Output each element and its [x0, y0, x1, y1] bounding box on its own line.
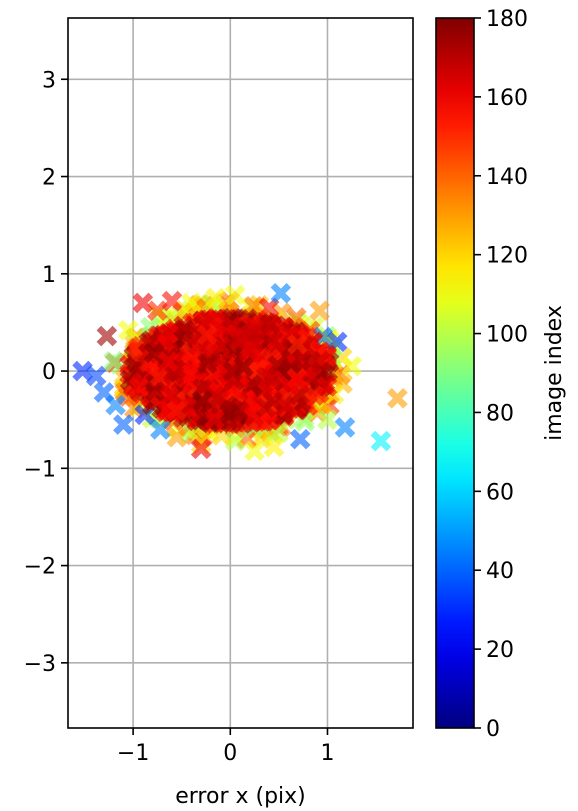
data-point [205, 287, 227, 309]
x-tick-label: 1 [320, 741, 334, 766]
y-tick-label: −2 [24, 555, 56, 580]
data-point [260, 314, 281, 335]
data-point [218, 403, 240, 425]
colorbar-tick-label: 100 [486, 323, 528, 348]
colorbar-tick-label: 40 [486, 559, 514, 584]
x-tick-label: −1 [117, 741, 149, 766]
data-point [255, 397, 277, 418]
data-points [72, 282, 408, 462]
data-point [143, 342, 165, 364]
colorbar-tick-label: 60 [486, 480, 514, 505]
data-point [128, 377, 150, 398]
data-point [309, 300, 331, 322]
data-point [72, 360, 93, 382]
data-point [181, 292, 202, 314]
colorbar-tick-label: 120 [486, 244, 528, 269]
data-point [105, 394, 126, 416]
data-point [317, 409, 338, 430]
y-tick-label: −3 [24, 652, 56, 677]
data-point [309, 350, 331, 372]
data-point [222, 361, 244, 382]
data-point [144, 381, 166, 403]
colorbar-tick-label: 20 [486, 638, 514, 663]
data-point [255, 366, 277, 388]
y-tick-label: −1 [24, 457, 56, 482]
data-point [180, 351, 202, 373]
data-point [243, 295, 265, 317]
data-point [161, 290, 183, 312]
data-point [224, 284, 246, 306]
colorbar-tick-label: 80 [486, 401, 514, 426]
data-point [287, 333, 308, 355]
data-point [113, 414, 134, 435]
data-point [132, 292, 154, 314]
data-point [341, 355, 363, 377]
data-point [147, 300, 168, 322]
data-point [289, 428, 311, 450]
colorbar [435, 17, 475, 729]
data-point [316, 376, 338, 397]
data-point [334, 417, 356, 438]
colorbar-ticks: 0 20 40 60 80 100 120 140 160 180 [474, 7, 528, 742]
data-point [204, 385, 226, 406]
data-point [166, 400, 187, 421]
data-point [85, 365, 107, 387]
colorbar-tick-label: 0 [486, 717, 500, 742]
y-tick-label: 1 [42, 263, 56, 288]
data-point [263, 436, 285, 458]
data-point [158, 385, 179, 407]
axis-ticks: −1 0 1 −3 −2 −1 0 1 2 3 [24, 68, 335, 766]
x-tick-label: 0 [223, 741, 237, 766]
data-point [148, 367, 169, 388]
data-point [174, 318, 195, 340]
data-point [199, 309, 221, 330]
data-point [103, 351, 124, 372]
data-point [370, 430, 392, 452]
data-point [387, 387, 408, 409]
data-point [190, 433, 212, 455]
data-point [204, 409, 225, 430]
data-point [117, 319, 139, 341]
data-point [166, 426, 188, 448]
data-point [226, 328, 248, 350]
y-tick-label: 2 [42, 166, 56, 191]
colorbar-tick-label: 140 [486, 165, 528, 190]
data-point [150, 419, 171, 440]
data-point [96, 325, 118, 347]
data-point [157, 323, 179, 344]
data-point [196, 324, 218, 346]
data-point [157, 351, 179, 372]
colorbar-tick-label: 160 [486, 86, 528, 111]
plot-frame [67, 17, 414, 729]
data-point [244, 440, 265, 462]
y-tick-label: 0 [42, 360, 56, 385]
data-point [239, 324, 261, 345]
data-point [278, 375, 300, 397]
data-point [270, 282, 292, 304]
data-point [221, 315, 243, 337]
data-point [224, 430, 246, 452]
colorbar-label: image index [542, 305, 567, 441]
x-axis-label: error x (pix) [175, 784, 306, 809]
data-point [196, 353, 218, 374]
colorbar-tick-label: 180 [486, 7, 528, 32]
data-point [190, 438, 212, 460]
data-point [191, 390, 213, 412]
y-tick-label: 3 [42, 68, 56, 93]
